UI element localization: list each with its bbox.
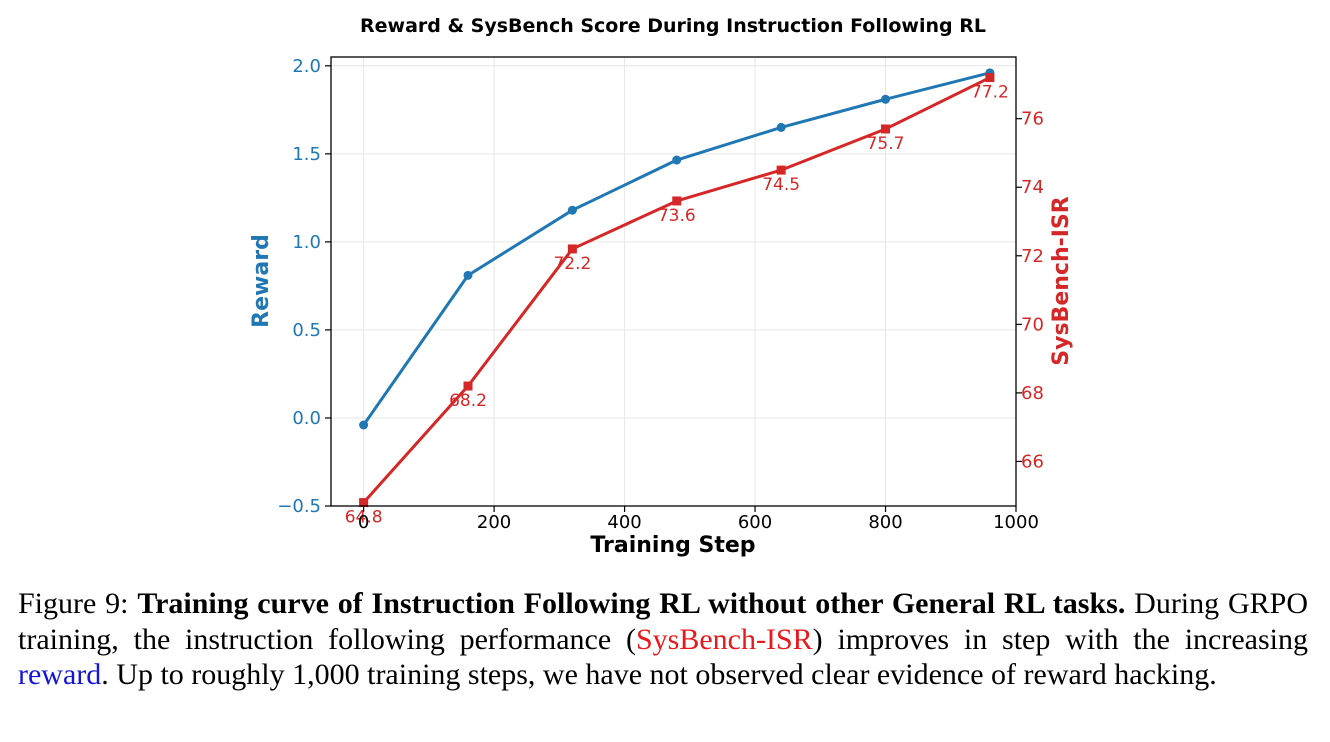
right-y-tick-label: 74: [1021, 177, 1044, 198]
sysbench-point: [463, 381, 473, 391]
data-label: 72.2: [553, 254, 591, 274]
reward-point: [881, 94, 891, 104]
sysbench-point: [776, 165, 786, 175]
data-label: 74.5: [762, 175, 800, 195]
sysbench-point: [881, 124, 891, 134]
x-tick-label: 800: [868, 512, 902, 533]
right-y-tick-label: 68: [1021, 383, 1044, 404]
sysbench-point: [567, 244, 577, 254]
left-axis-label: Reward: [249, 234, 274, 328]
caption-reward-term: reward: [18, 658, 102, 691]
right-y-tick-label: 72: [1021, 246, 1044, 267]
left-y-tick-label: −0.5: [277, 496, 321, 517]
caption-text-1: During GRPO training, the instruction fo…: [18, 587, 1308, 656]
sysbench-point: [672, 196, 682, 206]
left-y-tick-label: 1.5: [292, 144, 321, 165]
right-axis-label: SysBench-ISR: [1049, 196, 1074, 365]
data-label: 77.2: [971, 83, 1009, 103]
x-axis-label: Training Step: [590, 533, 755, 558]
right-y-tick-label: 66: [1021, 451, 1044, 472]
left-y-tick-label: 1.0: [292, 232, 321, 253]
x-tick-label: 400: [607, 512, 641, 533]
left-y-tick-label: 0.0: [292, 408, 321, 429]
reward-point: [463, 270, 473, 280]
reward-point: [359, 420, 369, 430]
sysbench-point: [985, 73, 995, 83]
data-label: 75.7: [867, 134, 905, 154]
axes: 0 200 400 600 800 1000 −0.5 0.0 0.5 1.0 1.5 2.0 66 68…: [277, 56, 1044, 533]
sysbench-point: [359, 498, 369, 508]
x-tick-label: 0: [358, 512, 369, 533]
left-y-tick-label: 2.0: [292, 56, 321, 77]
grid: [331, 57, 1017, 507]
x-tick-label: 600: [738, 512, 772, 533]
right-y-tick-label: 76: [1021, 109, 1044, 130]
x-tick-label: 200: [477, 512, 511, 533]
data-label: 68.2: [449, 391, 487, 411]
series-layer: 64.8 68.2 72.2 73.6 74.5 75.7 77.2: [345, 68, 1009, 528]
reward-point: [672, 155, 682, 165]
reward-point: [567, 205, 577, 215]
chart-title: Reward & SysBench Score During Instructi…: [360, 15, 986, 37]
caption-bold-title: Training curve of Instruction Following …: [137, 587, 1126, 620]
caption-text-2: ) improves in step with the increasing: [812, 622, 1309, 656]
plot-frame: [330, 56, 1017, 507]
series-line-left: [362, 71, 991, 426]
data-label: 73.6: [658, 206, 696, 226]
chart: Reward & SysBench Score During Instructi…: [249, 15, 1074, 558]
left-y-tick-label: 0.5: [292, 320, 321, 341]
x-tick-label: 1000: [993, 512, 1039, 533]
reward-point: [776, 122, 786, 132]
caption-sysbench-term: SysBench-ISR: [635, 622, 813, 656]
right-y-tick-label: 70: [1021, 314, 1044, 335]
figure-caption: Figure 9: Training curve of Instruction …: [18, 586, 1308, 693]
data-label: 64.8: [345, 508, 383, 528]
caption-label: Figure 9:: [18, 587, 138, 620]
caption-text-3: . Up to roughly 1,000 training steps, we…: [101, 658, 1217, 691]
